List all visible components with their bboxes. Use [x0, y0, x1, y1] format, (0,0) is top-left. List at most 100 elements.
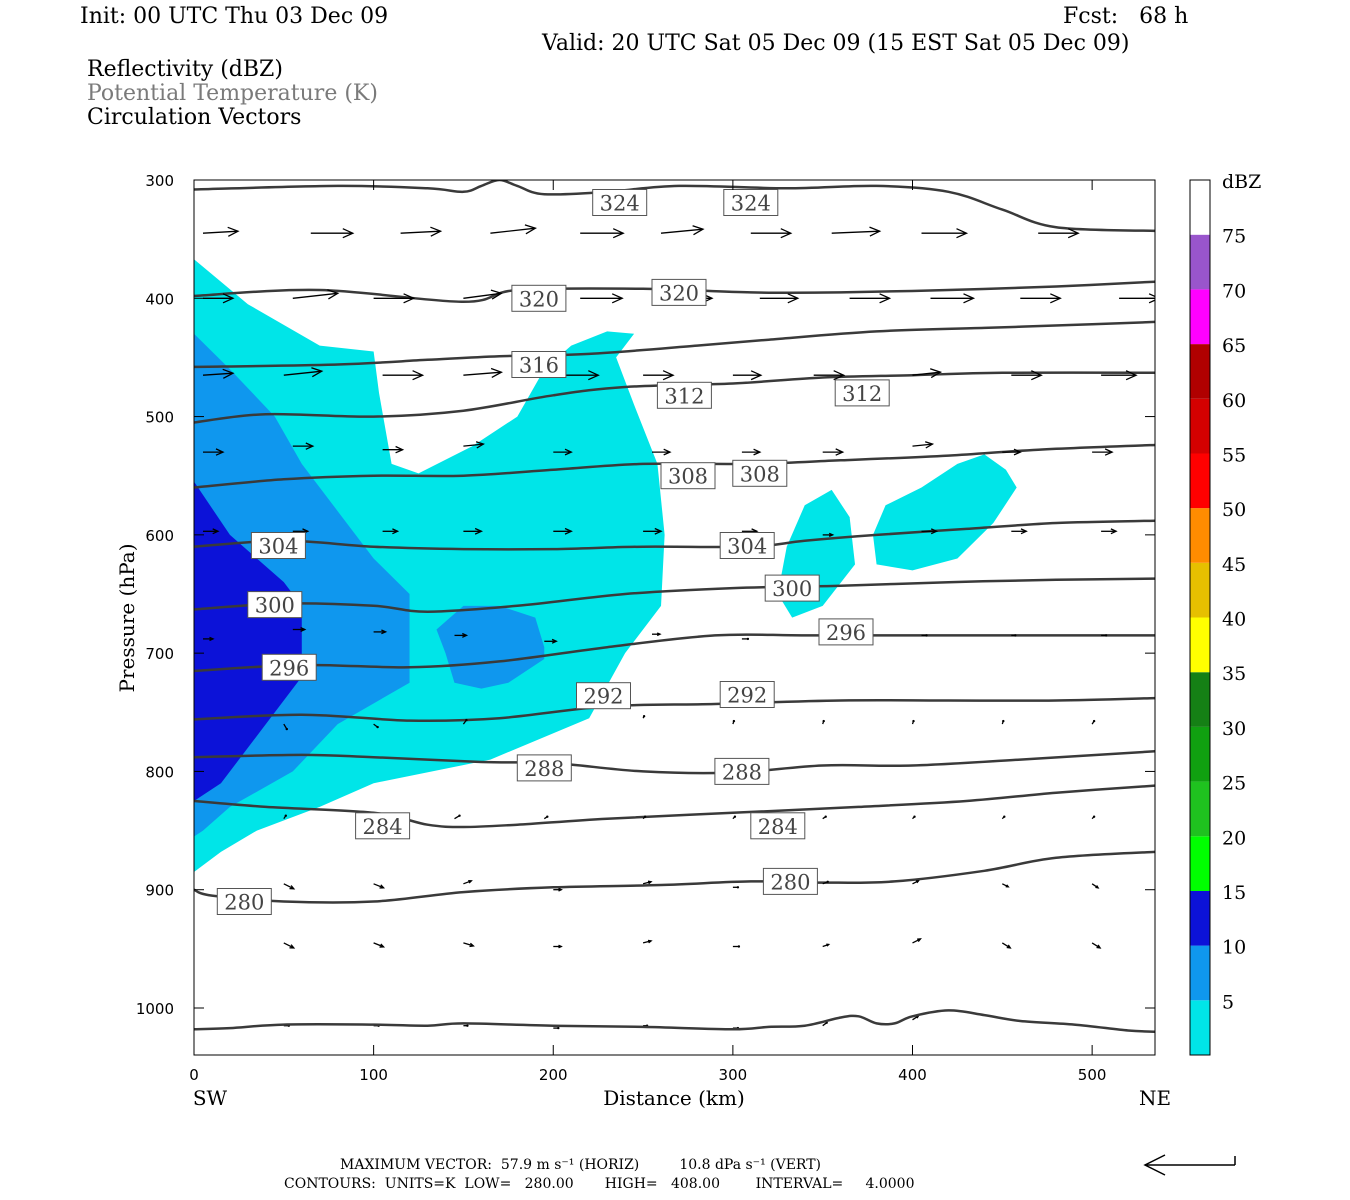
svg-text:292: 292: [583, 685, 623, 709]
circulation-vector: [373, 629, 388, 635]
colorbar-label: 70: [1222, 280, 1246, 302]
init-time: Init: 00 UTC Thu 03 Dec 09: [80, 4, 389, 29]
theta-label-320: 320: [511, 284, 567, 312]
circulation-vector: [912, 880, 920, 885]
theta-contour-280: [194, 850, 1155, 904]
svg-text:280: 280: [224, 891, 264, 915]
colorbar-swatch: [1190, 672, 1210, 727]
circulation-vector: [553, 1026, 560, 1030]
y-tick-label: 400: [145, 290, 174, 308]
colorbar-label: 25: [1222, 773, 1246, 795]
svg-text:308: 308: [740, 462, 780, 486]
colorbar-swatch: [1190, 890, 1210, 946]
circulation-vector: [643, 527, 663, 535]
circulation-vector: [822, 815, 827, 820]
field-reflectivity: Reflectivity (dBZ): [87, 57, 283, 82]
circulation-vector: [400, 226, 443, 237]
circulation-vector: [912, 938, 922, 944]
circulation-vector: [930, 293, 976, 304]
svg-text:292: 292: [727, 684, 767, 708]
field-vectors: Circulation Vectors: [87, 105, 302, 130]
y-tick-label: 800: [145, 763, 174, 781]
circulation-vector: [1002, 883, 1010, 888]
theta-label-296: 296: [261, 653, 317, 681]
theta-label-284: 284: [750, 812, 806, 840]
circulation-vector: [553, 448, 573, 456]
circulation-vector: [454, 632, 469, 638]
circulation-vector: [382, 445, 405, 454]
circulation-vector: [822, 880, 829, 885]
circulation-vector: [203, 293, 235, 304]
circulation-vector: [553, 887, 563, 892]
theta-label-316: 316: [511, 351, 567, 378]
theta-contour-308: [194, 443, 1155, 489]
circulation-vector: [911, 719, 915, 725]
colorbar-swatch: [1190, 180, 1210, 235]
colorbar-frame: [1189, 179, 1211, 1056]
circulation-vector: [203, 528, 220, 535]
svg-text:312: 312: [842, 382, 882, 406]
circulation-vector: [382, 370, 425, 381]
x-tick-label: 100: [359, 1066, 388, 1084]
colorbar-label: 55: [1222, 444, 1246, 466]
circulation-vector: [463, 289, 503, 300]
forecast-hour: Fcst: 68 h: [1063, 4, 1189, 29]
svg-text:320: 320: [659, 281, 699, 305]
colorbar-label: 60: [1222, 390, 1246, 412]
theta-label-324: 324: [592, 189, 648, 216]
circulation-vector: [1091, 719, 1096, 725]
circulation-vector: [652, 448, 672, 456]
colorbar-swatch: [1190, 1000, 1210, 1055]
reference-vector: [1143, 1154, 1236, 1176]
circulation-vector: [1091, 942, 1102, 949]
x-tick-label: 0: [189, 1066, 199, 1084]
circulation-vector: [642, 880, 653, 885]
circulation-vector: [732, 945, 741, 948]
y-axis-label: Pressure (hPa): [115, 544, 139, 693]
svg-text:280: 280: [770, 870, 810, 894]
circulation-vector: [553, 944, 563, 949]
circulation-vector: [1001, 942, 1012, 949]
circulation-vector: [732, 815, 737, 820]
theta-label-320: 320: [651, 278, 707, 306]
circulation-vector: [732, 886, 740, 889]
circulation-vector: [1001, 815, 1006, 820]
circulation-vector: [1020, 293, 1062, 304]
circulation-vector: [283, 814, 287, 820]
circulation-vector: [463, 1024, 469, 1027]
theta-contour-316: [194, 320, 1155, 369]
y-tick-label: 700: [145, 645, 174, 663]
circulation-vector: [462, 718, 468, 725]
x-tick-label: 300: [719, 1066, 748, 1084]
circulation-vector: [813, 370, 846, 381]
circulation-vector: [732, 370, 763, 381]
colorbar-swatch: [1190, 234, 1210, 290]
circulation-vector: [1101, 370, 1138, 381]
theta-contour-324: [194, 180, 1155, 233]
theta-label-288: 288: [516, 754, 572, 782]
circulation-vector: [454, 814, 461, 820]
y-tick-label: 1000: [136, 1000, 174, 1018]
circulation-vector: [292, 627, 307, 632]
colorbar-label: 45: [1222, 554, 1246, 576]
circulation-vector: [203, 636, 215, 642]
x-end-label-right: NE: [1139, 1086, 1171, 1110]
theta-label-304: 304: [719, 532, 775, 559]
circulation-vector: [643, 370, 675, 381]
circulation-vector: [543, 815, 549, 820]
circulation-vector: [544, 638, 558, 644]
circulation-vector: [642, 715, 646, 719]
valid-time: Valid: 20 UTC Sat 05 Dec 09 (15 EST Sat …: [542, 31, 1130, 56]
svg-text:288: 288: [722, 760, 762, 784]
theta-label-280: 280: [216, 888, 272, 915]
y-tick-label: 300: [145, 172, 174, 190]
circulation-vector: [490, 224, 537, 235]
theta-label-288: 288: [714, 757, 770, 785]
circulation-vector: [373, 293, 416, 304]
theta-label-312: 312: [834, 379, 890, 407]
circulation-vector: [202, 226, 240, 237]
svg-text:324: 324: [600, 192, 640, 216]
svg-text:288: 288: [524, 757, 564, 781]
colorbar-label: 15: [1222, 882, 1246, 904]
circulation-vector: [822, 719, 825, 725]
